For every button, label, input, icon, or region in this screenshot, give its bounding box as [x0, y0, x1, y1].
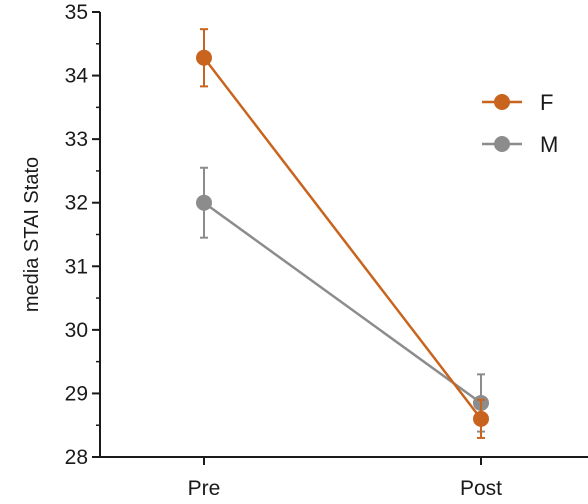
axes: [99, 12, 588, 458]
x-ticks: Pre Post: [188, 457, 502, 500]
x-tick-label: Pre: [188, 477, 221, 500]
legend-label: M: [540, 132, 558, 157]
y-tick-label: 34: [65, 65, 89, 88]
series-line: [203, 201, 482, 404]
data-point: [473, 410, 489, 427]
series-F: [196, 28, 489, 439]
legend-item-F: F: [482, 90, 553, 115]
y-tick-label: 31: [65, 255, 88, 278]
y-tick-label: 32: [65, 192, 88, 215]
y-tick-label: 35: [65, 1, 88, 24]
series-layer: [196, 28, 489, 439]
y-axis-title: media STAI Stato: [21, 157, 43, 312]
y-tick-label: 33: [65, 128, 88, 151]
y-tick-label: 29: [65, 382, 88, 405]
y-tick-label: 30: [65, 319, 88, 342]
x-tick-label: Post: [460, 477, 502, 500]
legend-marker: [494, 94, 510, 110]
legend-label: F: [540, 90, 553, 115]
data-point: [196, 49, 212, 66]
data-point: [196, 194, 212, 211]
legend: FM: [482, 90, 558, 157]
y-tick-label: 28: [65, 446, 88, 469]
legend-marker: [494, 136, 510, 152]
series-line: [203, 57, 482, 420]
y-ticks: 28 29 30 31 32 33 34 35: [65, 1, 100, 469]
legend-item-M: M: [482, 132, 558, 157]
series-M: [196, 166, 489, 433]
